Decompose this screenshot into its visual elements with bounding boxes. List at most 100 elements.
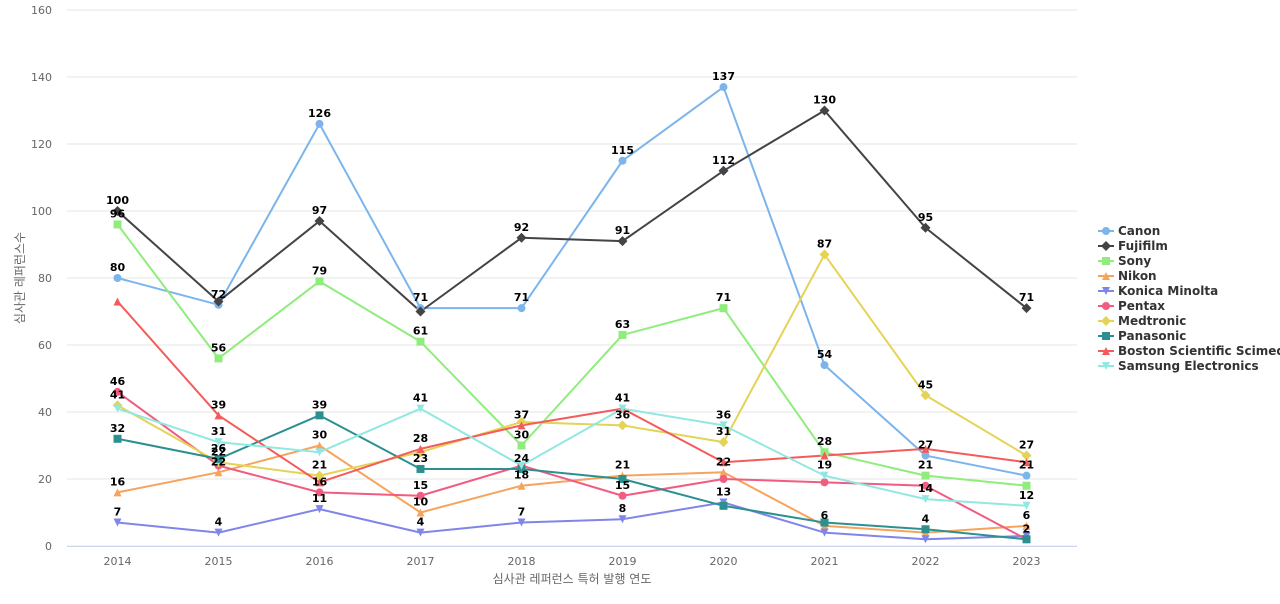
data-point-marker[interactable] — [819, 105, 830, 116]
data-point-marker[interactable] — [921, 481, 930, 490]
legend-item[interactable]: Medtronic — [1098, 314, 1186, 328]
legend-item[interactable]: Boston Scientific Scimed — [1098, 344, 1280, 358]
data-point-marker[interactable] — [416, 337, 425, 346]
data-point-marker[interactable] — [1022, 501, 1031, 510]
data-point-marker[interactable] — [113, 274, 122, 282]
data-point-marker[interactable] — [113, 488, 122, 497]
data-point-marker[interactable] — [1021, 303, 1032, 314]
series-line[interactable] — [116, 223, 1028, 487]
series-line[interactable] — [116, 300, 1028, 484]
data-point-marker[interactable] — [214, 354, 223, 363]
legend-item[interactable]: Panasonic — [1098, 329, 1186, 343]
data-point-marker[interactable] — [921, 451, 930, 460]
data-point-marker[interactable] — [416, 404, 425, 413]
data-point-marker[interactable] — [415, 306, 426, 317]
data-point-marker[interactable] — [719, 458, 728, 467]
data-point-marker[interactable] — [1021, 450, 1032, 461]
data-point-marker[interactable] — [416, 508, 425, 517]
data-point-marker[interactable] — [920, 390, 931, 401]
data-point-marker[interactable] — [618, 404, 627, 413]
data-point-marker[interactable] — [416, 444, 425, 453]
data-point-marker[interactable] — [921, 495, 930, 504]
data-point-marker[interactable] — [517, 518, 526, 527]
data-point-marker[interactable] — [618, 491, 627, 500]
data-point-marker[interactable] — [314, 216, 325, 227]
legend-item[interactable]: Pentax — [1098, 299, 1165, 313]
data-point-marker[interactable] — [315, 277, 324, 286]
legend-item[interactable]: Konica Minolta — [1098, 284, 1218, 298]
data-point-marker[interactable] — [516, 232, 527, 243]
legend-item[interactable]: Canon — [1098, 224, 1160, 238]
data-point-marker[interactable] — [820, 518, 829, 527]
data-point-marker[interactable] — [617, 420, 628, 431]
data-point-marker[interactable] — [517, 461, 526, 470]
data-point-marker[interactable] — [214, 528, 223, 537]
legend-item[interactable]: Fujifilm — [1098, 239, 1168, 253]
data-point-marker[interactable] — [214, 411, 223, 420]
data-point-marker[interactable] — [1022, 458, 1031, 467]
data-point-marker[interactable] — [718, 165, 729, 176]
data-point-marker[interactable] — [820, 528, 829, 537]
data-point-marker[interactable] — [416, 491, 425, 500]
data-point-marker[interactable] — [618, 156, 627, 165]
legend-item[interactable]: Samsung Electronics — [1098, 359, 1259, 373]
data-point-marker[interactable] — [315, 448, 324, 457]
data-point-marker[interactable] — [113, 387, 122, 396]
data-point-marker[interactable] — [819, 249, 830, 260]
data-point-marker[interactable] — [315, 478, 324, 487]
data-point-marker[interactable] — [718, 437, 729, 448]
data-point-marker[interactable] — [618, 330, 627, 339]
series-line[interactable] — [116, 414, 1028, 541]
data-point-marker[interactable] — [113, 404, 122, 413]
data-point-marker[interactable] — [921, 444, 930, 453]
data-point-marker[interactable] — [820, 478, 829, 487]
data-point-marker[interactable] — [719, 83, 728, 92]
data-point-marker[interactable] — [315, 505, 324, 514]
series-line[interactable] — [116, 444, 1028, 534]
data-point-marker[interactable] — [820, 451, 829, 460]
data-point-marker[interactable] — [113, 220, 122, 229]
data-point-marker[interactable] — [214, 454, 223, 463]
data-point-marker[interactable] — [820, 361, 829, 370]
data-point-marker[interactable] — [416, 528, 425, 537]
data-point-marker[interactable] — [517, 421, 526, 430]
data-point-marker[interactable] — [1022, 535, 1031, 544]
data-point-marker[interactable] — [113, 297, 122, 306]
data-point-marker[interactable] — [921, 535, 930, 544]
legend-item[interactable]: Sony — [1098, 254, 1151, 268]
data-point-marker[interactable] — [618, 515, 627, 524]
data-point-marker[interactable] — [1022, 481, 1031, 490]
data-point-marker[interactable] — [820, 471, 829, 480]
data-point-marker[interactable] — [213, 296, 224, 307]
data-point-marker[interactable] — [315, 411, 324, 420]
data-point-marker[interactable] — [920, 222, 931, 233]
data-point-marker[interactable] — [719, 501, 728, 510]
data-point-marker[interactable] — [921, 525, 930, 534]
data-point-marker[interactable] — [214, 438, 223, 447]
series-line[interactable] — [116, 109, 1028, 313]
data-point-marker[interactable] — [314, 470, 325, 481]
data-point-marker[interactable] — [315, 488, 324, 497]
data-point-marker[interactable] — [113, 434, 122, 443]
data-point-marker[interactable] — [517, 304, 526, 313]
series-line[interactable] — [116, 407, 1028, 507]
data-point-marker[interactable] — [113, 518, 122, 527]
data-point-marker[interactable] — [214, 468, 223, 477]
data-point-marker[interactable] — [517, 481, 526, 490]
data-point-marker[interactable] — [921, 471, 930, 480]
legend-item[interactable]: Nikon — [1098, 269, 1157, 283]
data-point-marker[interactable] — [517, 441, 526, 450]
series-line[interactable] — [116, 253, 1028, 477]
data-point-marker[interactable] — [719, 304, 728, 313]
data-point-marker[interactable] — [315, 119, 324, 128]
data-point-marker[interactable] — [618, 475, 627, 483]
data-point-marker[interactable] — [1022, 471, 1031, 480]
data-point-marker[interactable] — [112, 206, 123, 216]
data-point-marker[interactable] — [617, 236, 628, 247]
series-line[interactable] — [116, 501, 1028, 541]
data-point-marker[interactable] — [719, 421, 728, 430]
data-point-marker[interactable] — [315, 441, 324, 450]
series-line[interactable] — [116, 390, 1028, 541]
data-point-marker[interactable] — [719, 475, 728, 483]
